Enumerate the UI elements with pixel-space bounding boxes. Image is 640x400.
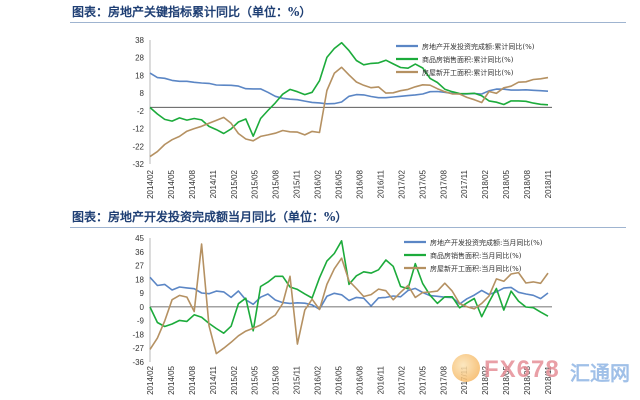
y-tick-label: -18 [132, 330, 144, 339]
y-tick-label: 36 [135, 248, 144, 257]
y-tick-label: 0 [140, 303, 145, 312]
chart-1-title: 图表：房地产关键指标累计同比（单位：%） [72, 5, 312, 19]
x-tick-label: 2017/05 [418, 365, 427, 394]
x-tick-label: 2014/05 [167, 365, 176, 394]
x-tick-label: 2018/05 [502, 365, 511, 394]
x-tick-label: 2015/11 [293, 365, 302, 394]
legend-label: 房屋新开工面积:累计同比(%) [422, 68, 514, 77]
x-tick-label: 2017/05 [418, 169, 427, 198]
x-tick-label: 2015/05 [251, 365, 260, 394]
x-tick-label: 2018/11 [544, 169, 553, 198]
x-tick-label: 2018/08 [523, 365, 532, 394]
x-tick-label: 2016/05 [335, 365, 344, 394]
x-tick-label: 2018/11 [544, 365, 553, 394]
x-tick-label: 2014/11 [209, 169, 218, 198]
chart-2-title-rule [70, 227, 626, 228]
x-tick-label: 2016/08 [355, 169, 364, 198]
x-tick-label: 2014/08 [188, 365, 197, 394]
x-tick-label: 2015/11 [293, 169, 302, 198]
x-tick-label: 2015/02 [230, 169, 239, 198]
x-tick-label: 2017/02 [397, 169, 406, 198]
y-tick-label: 38 [135, 36, 144, 45]
y-tick-label: 9 [140, 289, 145, 298]
y-tick-label: -9 [137, 317, 145, 326]
y-tick-label: 8 [140, 89, 145, 98]
x-tick-label: 2018/05 [502, 169, 511, 198]
x-tick-label: 2016/02 [314, 365, 323, 394]
series-line-blue [149, 276, 549, 311]
y-tick-label: 28 [135, 54, 144, 63]
legend-label: 商品房销售面积:当月同比(%) [430, 251, 522, 260]
series-line-green [149, 240, 549, 335]
y-tick-label: 18 [135, 275, 144, 284]
x-tick-label: 2014/02 [146, 169, 155, 198]
y-tick-label: 18 [135, 71, 144, 80]
x-tick-label: 2017/02 [397, 365, 406, 394]
x-tick-label: 2015/05 [251, 169, 260, 198]
x-tick-label: 2014/11 [209, 365, 218, 394]
legend-label: 商品房销售面积:累计同比(%) [422, 55, 514, 64]
legend-label: 房地产开发投资完成额:累计同比(%) [422, 42, 535, 51]
x-tick-label: 2015/08 [272, 169, 281, 198]
series-line-brown [149, 243, 549, 355]
legend-label: 房地产开发投资完成额:当月同比(%) [430, 238, 543, 247]
x-tick-label: 2014/05 [167, 169, 176, 198]
x-tick-label: 2017/11 [460, 365, 469, 394]
series-line-blue [149, 72, 549, 105]
y-tick-label: -22 [132, 142, 144, 151]
y-tick-label: -32 [132, 160, 144, 169]
y-tick-label: -2 [137, 107, 145, 116]
y-tick-label: 27 [135, 262, 144, 271]
x-tick-label: 2018/02 [481, 169, 490, 198]
x-tick-label: 2016/11 [376, 169, 385, 198]
x-tick-label: 2014/02 [146, 365, 155, 394]
series-line-green [149, 41, 549, 137]
y-tick-label: -27 [132, 344, 144, 353]
x-tick-label: 2016/02 [314, 169, 323, 198]
x-tick-label: 2015/02 [230, 365, 239, 394]
y-tick-label: -36 [132, 358, 144, 367]
legend-label: 房屋新开工面积:当月同比(%) [430, 264, 522, 273]
x-tick-label: 2017/08 [439, 169, 448, 198]
series-line-brown [149, 66, 549, 158]
x-tick-label: 2017/11 [460, 169, 469, 198]
chart-1-title-rule [70, 22, 626, 23]
chart-2-title: 图表：房地产开发投资完成额当月同比（单位：%） [72, 210, 348, 224]
x-tick-label: 2016/05 [335, 169, 344, 198]
y-tick-label: -12 [132, 125, 144, 134]
x-tick-label: 2014/08 [188, 169, 197, 198]
x-tick-label: 2015/08 [272, 365, 281, 394]
x-tick-label: 2018/08 [523, 169, 532, 198]
y-tick-label: 45 [135, 234, 144, 243]
x-tick-label: 2018/02 [481, 365, 490, 394]
x-tick-label: 2016/11 [376, 365, 385, 394]
x-tick-label: 2017/08 [439, 365, 448, 394]
x-tick-label: 2016/08 [355, 365, 364, 394]
